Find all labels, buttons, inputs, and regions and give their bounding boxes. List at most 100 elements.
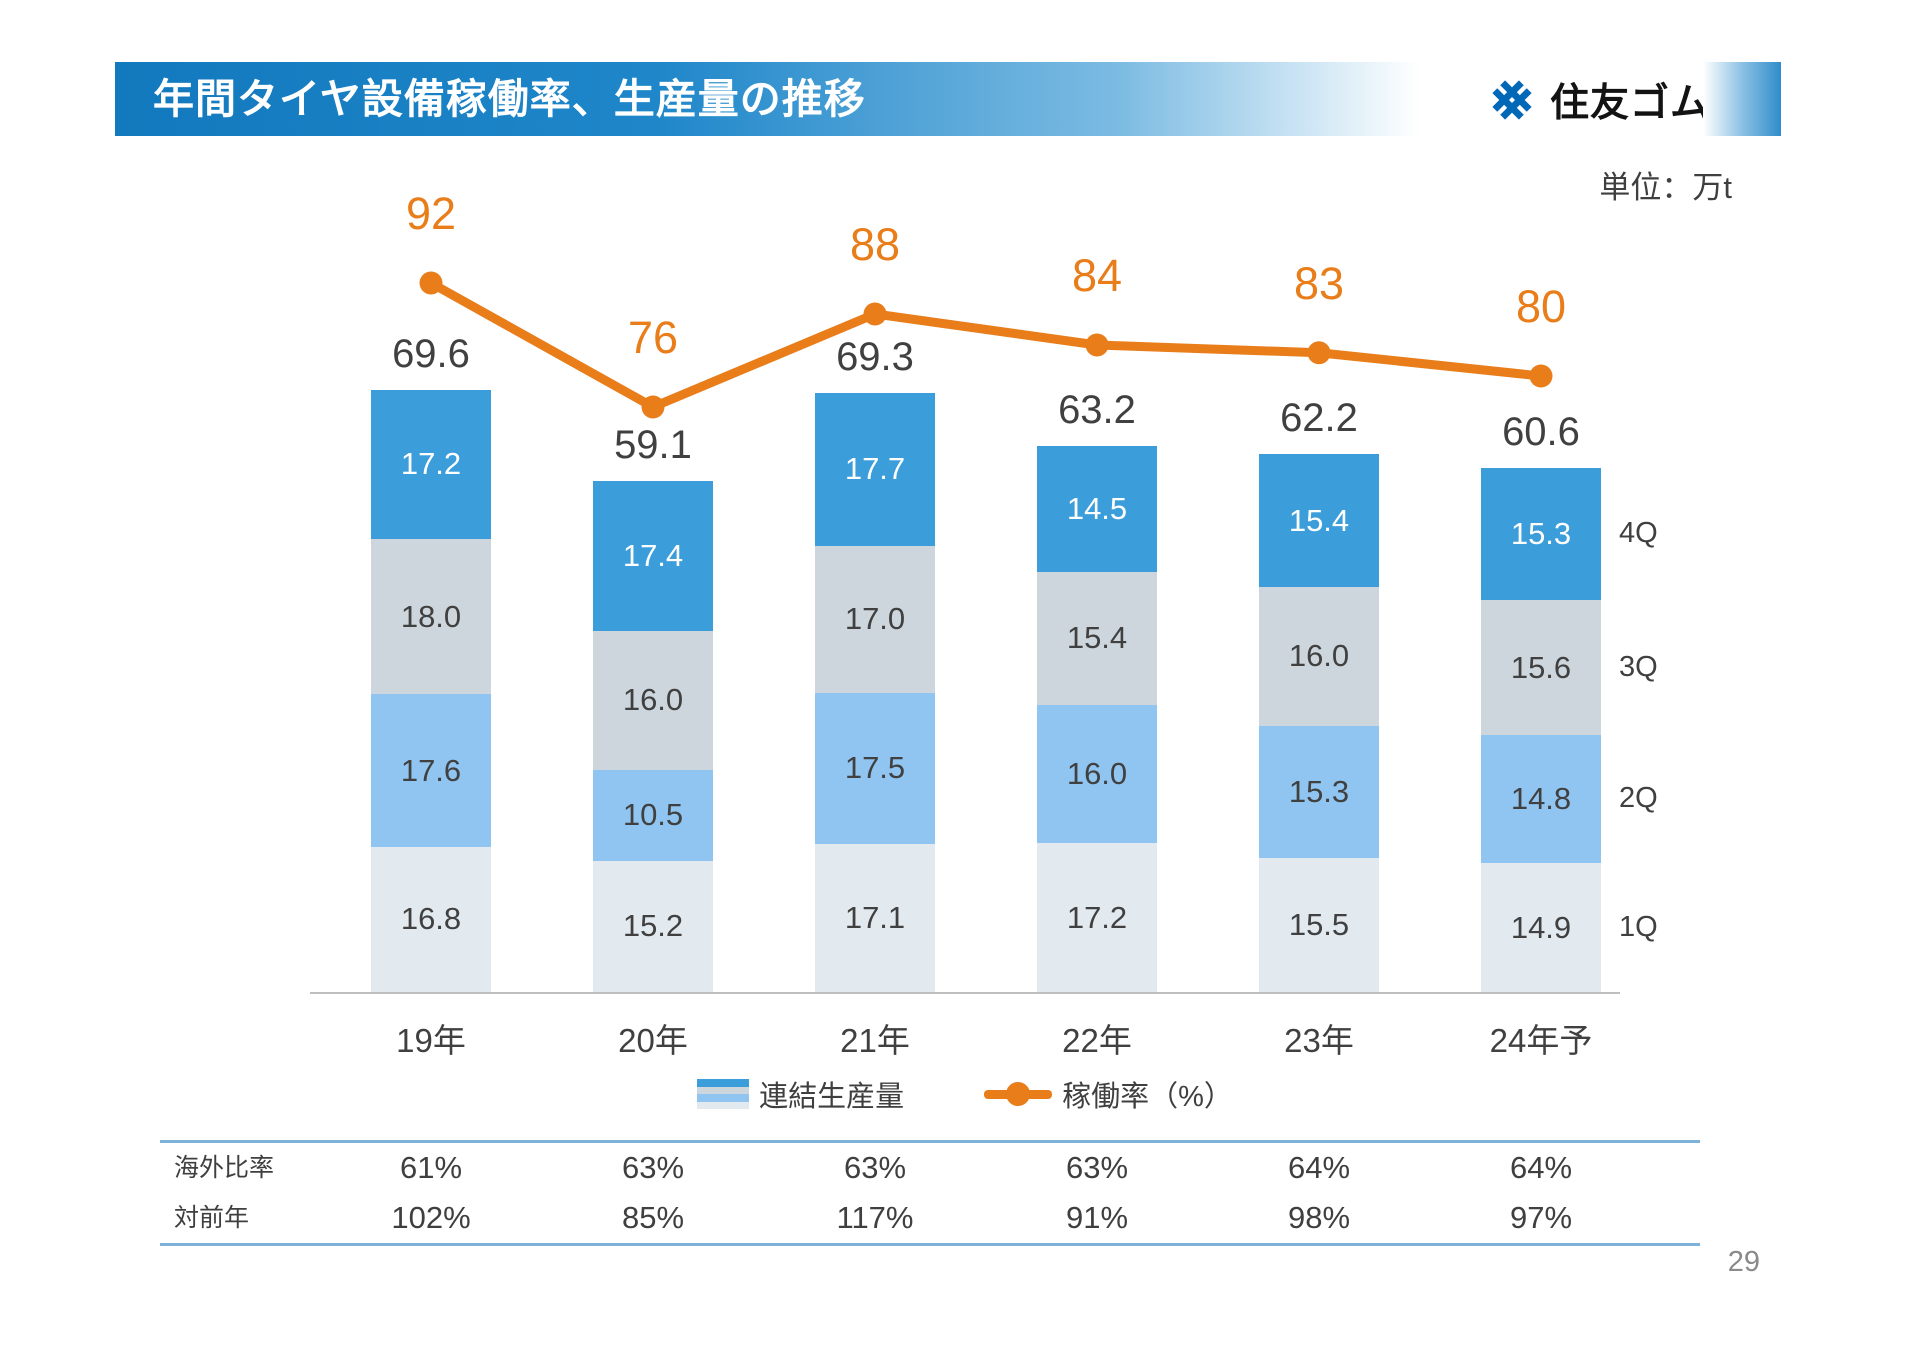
table-cell: 63% xyxy=(1065,1150,1129,1185)
segment-value-label: 15.5 xyxy=(1288,906,1350,942)
bar-segment-3q: 16.0 xyxy=(593,631,713,770)
bar-total-label: 59.1 xyxy=(614,422,692,467)
table-row: 対前年 102% 85% 117% 91% 98% 97% xyxy=(160,1193,1700,1243)
segment-value-label: 16.0 xyxy=(1066,756,1128,791)
legend-item-utilization: 稼働率（%） xyxy=(984,1073,1233,1115)
legend-item-production: 連結生産量 xyxy=(697,1073,904,1115)
line-value-label: 88 xyxy=(849,219,901,270)
segment-value-label: 16.0 xyxy=(622,682,684,718)
segment-value-label: 15.3 xyxy=(1510,515,1572,551)
line-value-label: 84 xyxy=(1071,250,1123,301)
table-cell: 85% xyxy=(621,1200,685,1235)
bar-segment-4q: 15.4 xyxy=(1259,453,1379,588)
segment-value-label: 17.2 xyxy=(400,446,462,482)
line-point xyxy=(641,395,665,419)
legend-line-marker-icon xyxy=(984,1082,1053,1106)
segment-value-label: 16.0 xyxy=(1288,638,1350,674)
segment-value-label: 17.4 xyxy=(622,538,684,574)
unit-label: 単位：万t xyxy=(1599,170,1732,205)
page-title: 年間タイヤ設備稼働率、生産量の推移 xyxy=(153,76,866,122)
bar-segment-4q: 17.4 xyxy=(593,480,713,632)
bar-segment-1q: 14.9 xyxy=(1481,863,1601,992)
segment-value-label: 14.9 xyxy=(1510,909,1572,945)
company-logo-text: 住友ゴム xyxy=(1550,82,1711,125)
bar-segment-4q: 14.5 xyxy=(1037,446,1157,572)
bar-segment-1q: 17.2 xyxy=(1037,843,1157,992)
corner-decoration xyxy=(1703,62,1781,136)
table-row: 海外比率 61% 63% 63% 63% 64% 64% xyxy=(160,1143,1700,1193)
bar-segment-4q: 17.7 xyxy=(815,392,935,546)
segment-value-label: 10.5 xyxy=(622,797,684,833)
x-axis-label: 22年 xyxy=(1062,1022,1132,1059)
bar-segment-1q: 17.1 xyxy=(815,844,935,992)
table-cell: 98% xyxy=(1287,1200,1351,1235)
legend-swatch-stripe xyxy=(697,1086,750,1094)
company-logo: 住友ゴム xyxy=(1486,72,1710,128)
segment-value-label: 17.1 xyxy=(844,900,906,936)
bar-segment-2q: 17.5 xyxy=(815,692,935,845)
quarter-label-3q: 3Q xyxy=(1619,650,1658,683)
segment-value-label: 15.4 xyxy=(1288,502,1350,538)
title-bar: 年間タイヤ設備稼働率、生産量の推移 xyxy=(115,62,1460,136)
line-value-label: 76 xyxy=(627,312,679,363)
legend-dot-icon xyxy=(1006,1082,1031,1106)
bar-segment-2q: 10.5 xyxy=(593,769,713,861)
line-point xyxy=(1085,333,1109,357)
table-cell: 61% xyxy=(399,1150,463,1185)
sumitomo-igeta-icon xyxy=(1492,80,1532,120)
bar-segment-2q: 14.8 xyxy=(1481,735,1601,864)
segment-value-label: 16.8 xyxy=(400,901,462,937)
line-point xyxy=(1529,364,1553,388)
bar-segment-3q: 15.4 xyxy=(1037,571,1157,705)
chart-area: 16.8 17.6 18.0 17.2 69.6 19年 92 15.2 10.5 16.0 17.… xyxy=(310,150,1658,1070)
legend-stacked-bar-swatch xyxy=(697,1079,750,1109)
bar-segment-4q: 17.2 xyxy=(371,389,491,539)
segment-value-label: 15.6 xyxy=(1510,649,1572,685)
legend-label-production: 連結生産量 xyxy=(759,1081,905,1113)
bar-segment-1q: 15.2 xyxy=(593,860,713,992)
segment-value-label: 15.3 xyxy=(1288,773,1350,809)
bar-total-label: 69.6 xyxy=(392,331,470,376)
x-axis-line xyxy=(310,992,1620,994)
table-row-label: 対前年 xyxy=(174,1204,250,1232)
bar-segment-3q: 16.0 xyxy=(1259,587,1379,726)
quarter-label-2q: 2Q xyxy=(1619,782,1658,815)
table-cell: 102% xyxy=(391,1200,471,1235)
x-axis-label: 19年 xyxy=(396,1022,466,1059)
segment-value-label: 15.2 xyxy=(622,908,684,944)
table-cell: 91% xyxy=(1065,1200,1129,1235)
table-cell: 97% xyxy=(1509,1200,1573,1235)
line-point xyxy=(1307,341,1331,365)
line-value-label: 92 xyxy=(405,188,457,239)
segment-value-label: 14.8 xyxy=(1510,781,1572,817)
table-cell: 63% xyxy=(843,1150,907,1185)
table-cell: 64% xyxy=(1287,1150,1351,1185)
line-point xyxy=(419,271,443,295)
bar-total-label: 63.2 xyxy=(1058,388,1136,433)
line-point xyxy=(863,302,887,326)
segment-value-label: 17.6 xyxy=(400,752,462,788)
table-cell: 63% xyxy=(621,1150,685,1185)
bar-segment-2q: 16.0 xyxy=(1037,704,1157,844)
x-axis-label: 21年 xyxy=(840,1022,910,1059)
x-axis-label: 23年 xyxy=(1284,1022,1354,1059)
segment-value-label: 17.5 xyxy=(844,750,906,786)
segment-value-label: 18.0 xyxy=(400,598,462,634)
legend-swatch-stripe xyxy=(697,1101,750,1109)
bar-segment-3q: 18.0 xyxy=(371,538,491,695)
chart-legend: 連結生産量 稼働率（%） xyxy=(310,1068,1620,1120)
page-number: 29 xyxy=(1727,1246,1760,1278)
bar-total-label: 60.6 xyxy=(1502,409,1580,454)
bar-total-label: 69.3 xyxy=(836,334,914,379)
quarter-label-1q: 1Q xyxy=(1619,910,1658,943)
x-axis-label: 20年 xyxy=(618,1022,688,1059)
legend-label-utilization: 稼働率（%） xyxy=(1062,1081,1233,1113)
bottom-table: 海外比率 61% 63% 63% 63% 64% 64% 対前年 102% 85% 117% 91% 9… xyxy=(160,1140,1700,1246)
line-value-label: 80 xyxy=(1515,281,1567,332)
segment-value-label: 17.7 xyxy=(844,451,906,487)
legend-swatch-stripe xyxy=(697,1079,750,1087)
bar-segment-3q: 17.0 xyxy=(815,545,935,693)
bar-segment-4q: 15.3 xyxy=(1481,467,1601,601)
bar-segment-3q: 15.6 xyxy=(1481,600,1601,736)
legend-swatch-stripe xyxy=(697,1094,750,1102)
